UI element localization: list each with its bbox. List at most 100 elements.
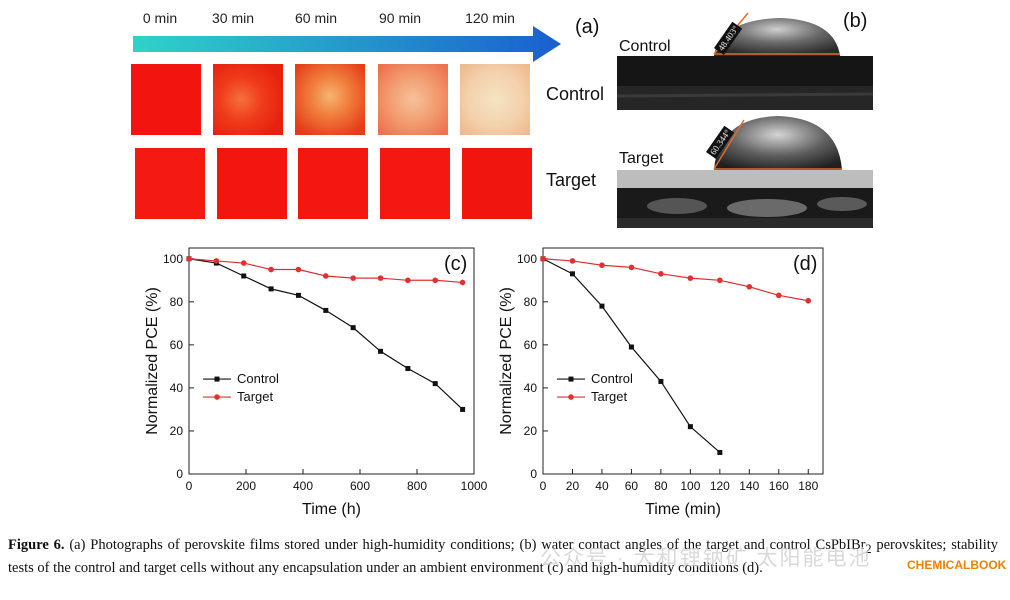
target-droplet-photo bbox=[617, 170, 873, 228]
panel-tag: (d) bbox=[793, 253, 817, 275]
point-control bbox=[717, 449, 723, 455]
panel-b-tag: (b) bbox=[843, 10, 868, 32]
series-line-target bbox=[188, 258, 463, 284]
control-droplet bbox=[713, 12, 840, 56]
point-control bbox=[460, 406, 466, 412]
series-line-control bbox=[542, 258, 721, 453]
y-tick-label: 100 bbox=[517, 252, 537, 266]
legend-marker bbox=[568, 376, 574, 382]
plot-frame bbox=[188, 247, 475, 475]
point-control bbox=[295, 292, 301, 298]
y-axis-label: Normalized PCE (%) bbox=[498, 287, 515, 435]
point-target bbox=[268, 266, 274, 273]
y-tick-label: 40 bbox=[170, 381, 184, 395]
legend-label: Target bbox=[591, 389, 628, 404]
photo-label-target: Target bbox=[619, 150, 664, 167]
x-tick-label: 180 bbox=[798, 479, 818, 493]
control-film-120min bbox=[460, 64, 530, 135]
target-film-30min bbox=[217, 148, 287, 219]
y-tick-label: 60 bbox=[524, 338, 538, 352]
time-label: 120 min bbox=[465, 10, 515, 26]
target-droplet bbox=[713, 116, 842, 170]
y-tick-label: 0 bbox=[176, 467, 183, 481]
time-label: 90 min bbox=[378, 10, 422, 26]
time-arrow bbox=[133, 26, 561, 62]
x-tick-label: 0 bbox=[540, 479, 547, 493]
control-droplet-photo bbox=[617, 56, 873, 110]
point-target bbox=[569, 258, 576, 264]
y-tick-label: 40 bbox=[524, 381, 538, 395]
row-label-control: Control bbox=[546, 84, 605, 104]
point-control bbox=[628, 344, 634, 350]
x-tick-label: 400 bbox=[293, 479, 313, 493]
point-target bbox=[717, 277, 723, 284]
x-tick-label: 160 bbox=[769, 479, 789, 493]
caption-subscript: 2 bbox=[865, 541, 872, 556]
legend-marker bbox=[568, 394, 574, 400]
point-target bbox=[186, 255, 192, 262]
chart-d: 0 20 40 60 80 100 120 140 160 180 0 20 40 60 80 100 Time… bbox=[498, 247, 824, 518]
point-control bbox=[350, 325, 356, 331]
x-tick-label: 120 bbox=[710, 479, 730, 493]
point-target bbox=[746, 283, 753, 290]
point-target bbox=[213, 258, 220, 264]
time-label: 0 min bbox=[142, 10, 178, 26]
time-label: 30 min bbox=[211, 10, 255, 26]
legend-marker bbox=[214, 394, 220, 400]
point-control bbox=[569, 271, 575, 277]
point-control bbox=[405, 366, 411, 372]
y-tick-label: 20 bbox=[524, 424, 538, 438]
caption-label: Figure 6. bbox=[8, 537, 65, 553]
point-target bbox=[599, 262, 605, 269]
x-tick-label: 80 bbox=[654, 479, 668, 493]
panel-a: 0 min 30 min 60 min 90 min 120 min (a) C… bbox=[125, 6, 605, 228]
legend-label: Control bbox=[237, 371, 279, 386]
legend-label: Target bbox=[237, 389, 274, 404]
point-target bbox=[628, 264, 635, 271]
caption-text-2: perovskites; stability tests of the cont… bbox=[8, 537, 998, 577]
y-tick-label: 80 bbox=[170, 295, 184, 309]
control-film-90min bbox=[378, 64, 448, 135]
chart-c: 0 200 400 600 800 1000 0 20 40 60 80 100 Time (h) Nor… bbox=[144, 247, 488, 518]
point-target bbox=[240, 260, 247, 266]
watermark: 公众号 · 大和锂钠矿 太阳能电池 bbox=[540, 547, 872, 570]
point-target bbox=[377, 275, 384, 281]
time-label: 60 min bbox=[294, 10, 338, 26]
panel-tag: (c) bbox=[444, 253, 467, 275]
series-line-control bbox=[188, 258, 464, 410]
x-tick-label: 20 bbox=[566, 479, 580, 493]
x-axis-label: Time (h) bbox=[302, 501, 361, 518]
plot-frame bbox=[542, 247, 824, 475]
figure-caption: Figure 6. (a) Photographs of perovskite … bbox=[8, 536, 998, 579]
target-substrate-graphic bbox=[617, 170, 873, 228]
point-control bbox=[687, 424, 693, 430]
target-film-90min bbox=[380, 148, 450, 219]
point-control bbox=[323, 307, 329, 313]
droplet-control-graphic bbox=[617, 56, 873, 110]
point-target bbox=[323, 273, 329, 279]
legend-label: Control bbox=[591, 371, 633, 386]
point-control bbox=[268, 286, 274, 292]
x-tick-label: 40 bbox=[595, 479, 609, 493]
point-control bbox=[378, 348, 384, 354]
point-target bbox=[805, 297, 812, 304]
watermark-brand: CHEMICALBOOK bbox=[907, 558, 1007, 572]
point-target bbox=[432, 277, 439, 284]
legend-marker bbox=[214, 376, 220, 382]
series-line-target bbox=[542, 258, 809, 302]
control-film-0min bbox=[131, 64, 201, 135]
point-target bbox=[775, 292, 782, 299]
y-tick-label: 80 bbox=[524, 295, 538, 309]
caption-text: (a) Photographs of perovskite films stor… bbox=[64, 537, 866, 553]
y-tick-label: 0 bbox=[530, 467, 537, 481]
control-film-30min bbox=[213, 64, 283, 135]
point-target bbox=[405, 277, 411, 284]
x-tick-label: 60 bbox=[625, 479, 639, 493]
panel-a-tag: (a) bbox=[575, 16, 600, 38]
target-film-60min bbox=[298, 148, 368, 219]
control-film-60min bbox=[295, 64, 365, 135]
x-tick-label: 200 bbox=[236, 479, 256, 493]
x-tick-label: 1000 bbox=[461, 479, 488, 493]
point-target bbox=[658, 271, 664, 277]
point-control bbox=[241, 273, 247, 279]
